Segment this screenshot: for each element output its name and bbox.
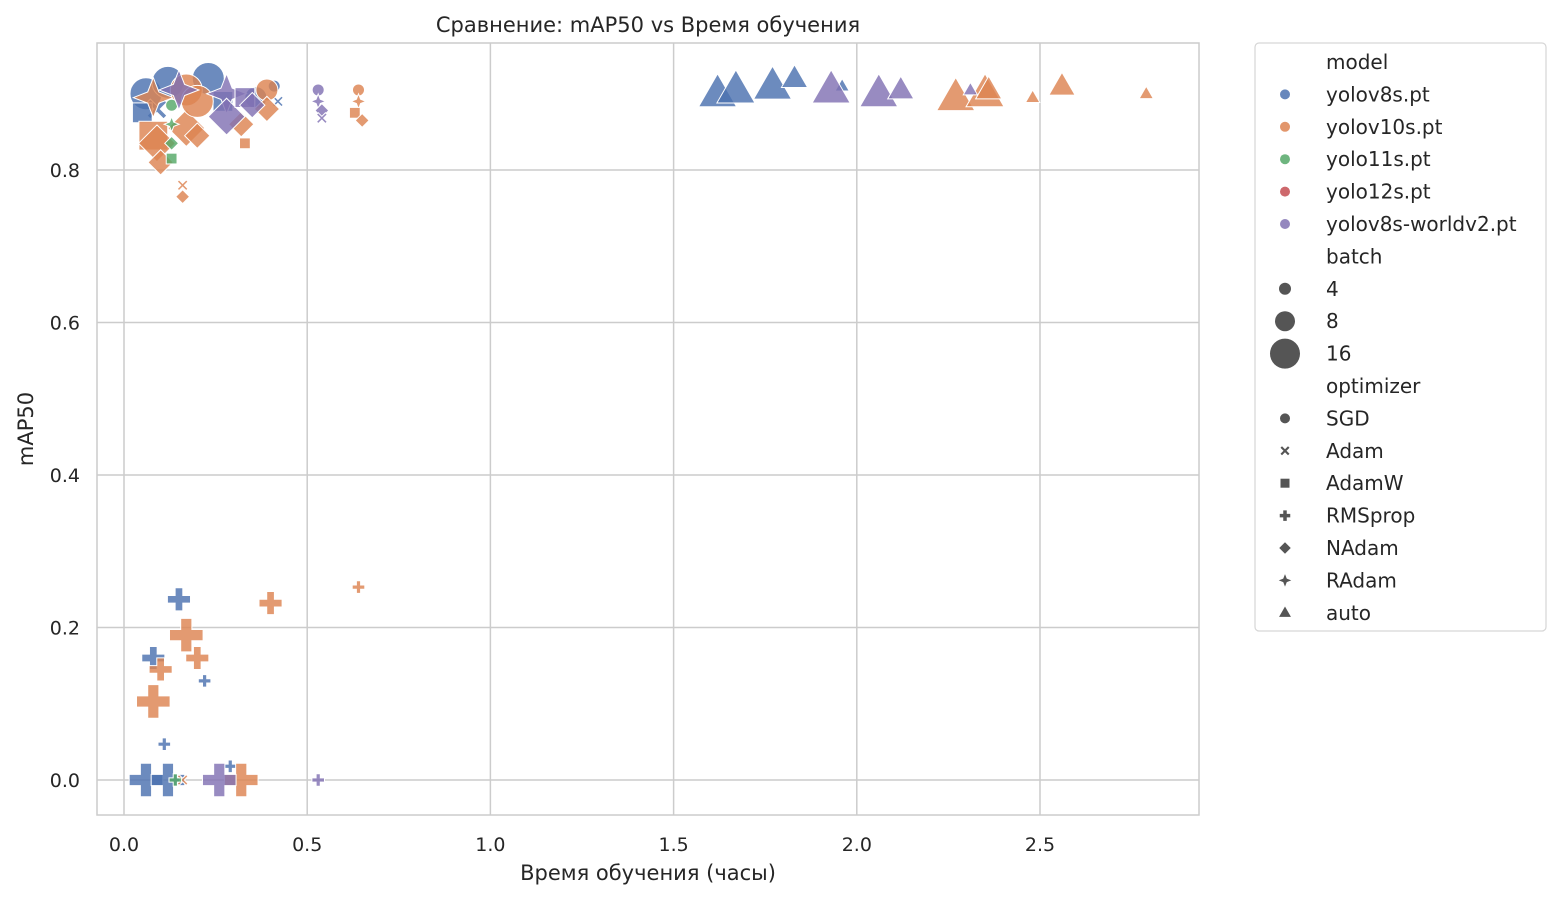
marker-triangle-icon [1048, 71, 1076, 96]
marker-triangle-icon [886, 75, 915, 100]
marker-triangle-icon [1279, 606, 1291, 617]
legend-color-dot-icon [1280, 121, 1290, 132]
legend-item-batch: 8 [1326, 309, 1339, 333]
data-points [128, 62, 1155, 798]
legend-item-model: yolov8s.pt [1326, 82, 1430, 106]
marker-circle-icon [1280, 413, 1290, 424]
marker-plus-icon [1279, 510, 1291, 521]
legend-title-model: model [1326, 50, 1388, 74]
marker-plus-icon [185, 645, 210, 671]
marker-diamond-icon [354, 112, 370, 129]
legend-item-optimizer: NAdam [1326, 536, 1399, 560]
marker-plus-icon [166, 587, 192, 612]
marker-star4-icon [162, 115, 181, 134]
marker-square-icon [239, 137, 251, 150]
legend-title-optimizer: optimizer [1326, 374, 1421, 398]
marker-triangle-icon [974, 75, 1003, 100]
marker-plus-icon [201, 762, 237, 798]
gridlines [97, 43, 1199, 815]
marker-plus-icon [168, 773, 183, 787]
legend-item-optimizer: Adam [1326, 439, 1384, 463]
marker-triangle-icon [811, 68, 852, 104]
marker-triangle-icon [752, 65, 793, 100]
y-axis-ticks: 0.0 0.2 0.4 0.6 0.8 [50, 160, 80, 792]
y-tick-label: 0.8 [50, 160, 80, 182]
legend-item-batch: 4 [1326, 277, 1339, 301]
marker-triangle-icon [780, 63, 809, 88]
marker-star4-icon [131, 76, 175, 119]
marker-x-icon [315, 112, 328, 125]
legend-item-model: yolo11s.pt [1326, 147, 1431, 171]
marker-star4-icon [1278, 574, 1292, 587]
legend-color-dot-icon [1280, 154, 1290, 165]
marker-plus-icon [168, 617, 204, 653]
marker-diamond-icon [1279, 542, 1291, 554]
legend-item-optimizer: auto [1326, 601, 1371, 625]
marker-plus-icon [351, 580, 366, 594]
chart-title: Сравнение: mAP50 vs Время обучения [436, 13, 860, 37]
marker-plus-icon [157, 737, 172, 751]
y-tick-label: 0.4 [50, 465, 80, 487]
x-axis-label: Время обучения (часы) [520, 861, 776, 885]
legend-item-optimizer: RMSprop [1326, 504, 1415, 528]
legend-item-optimizer: RAdam [1326, 568, 1397, 592]
legend-color-dot-icon [1280, 219, 1290, 229]
x-tick-label: 0.0 [109, 834, 139, 856]
legend-item-batch: 16 [1326, 342, 1351, 366]
marker-triangle-icon [962, 81, 979, 96]
y-tick-label: 0.2 [50, 618, 80, 640]
legend-item-model: yolov8s-worldv2.pt [1326, 212, 1517, 236]
legend-size-dot-icon [1270, 338, 1300, 369]
legend: model yolov8s.pt yolov10s.pt yolo11s.pt yolo… [1254, 42, 1547, 632]
marker-square-icon [348, 106, 361, 119]
plot-area [96, 42, 1200, 816]
legend-item-model: yolov10s.pt [1326, 115, 1443, 139]
marker-x-icon [176, 179, 189, 192]
marker-plus-icon [197, 674, 212, 688]
legend-item-model: yolo12s.pt [1326, 180, 1431, 204]
legend-title-batch: batch [1326, 244, 1382, 268]
marker-triangle-icon [1138, 85, 1155, 100]
x-tick-label: 1.0 [475, 834, 505, 856]
marker-x-icon [1280, 446, 1290, 456]
marker-square-icon [1280, 478, 1290, 488]
legend-color-dot-icon [1280, 186, 1290, 197]
marker-plus-icon [148, 657, 173, 682]
x-axis-ticks: 0.0 0.5 1.0 1.5 2.0 2.5 [109, 834, 1055, 856]
marker-triangle-icon [1024, 89, 1041, 103]
marker-square-icon [165, 152, 178, 165]
marker-plus-icon [136, 684, 171, 719]
marker-plus-icon [311, 773, 325, 787]
x-tick-label: 0.5 [292, 834, 322, 856]
marker-diamond-icon [164, 135, 180, 151]
legend-item-optimizer: AdamW [1326, 471, 1404, 495]
legend-size-dot-icon [1279, 282, 1291, 295]
legend-item-optimizer: SGD [1326, 406, 1370, 430]
x-tick-label: 1.5 [658, 834, 688, 856]
legend-color-dot-icon [1280, 89, 1290, 100]
x-tick-label: 2.0 [842, 834, 872, 856]
marker-triangle-icon [716, 68, 756, 104]
marker-diamond-icon [207, 97, 246, 136]
y-tick-label: 0.6 [50, 313, 80, 335]
marker-star4-icon [157, 68, 201, 112]
marker-plus-icon [258, 591, 283, 616]
x-tick-label: 2.5 [1025, 834, 1055, 856]
y-tick-label: 0.0 [50, 770, 80, 792]
marker-diamond-icon [175, 189, 191, 205]
legend-size-dot-icon [1275, 311, 1295, 332]
marker-diamond-icon [183, 122, 211, 150]
y-axis-label: mAP50 [14, 392, 38, 466]
marker-diamond-icon [238, 91, 266, 119]
